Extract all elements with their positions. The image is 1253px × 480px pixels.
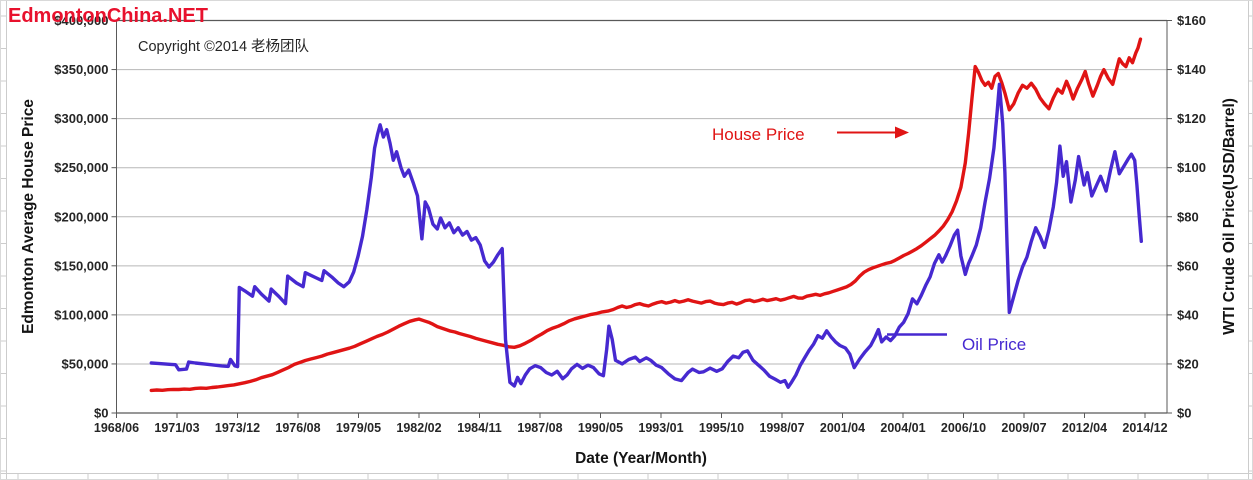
x-tick-label: 1971/03	[154, 421, 199, 435]
x-tick-label: 1973/12	[215, 421, 260, 435]
x-tick-label: 1987/08	[517, 421, 562, 435]
x-tick-label: 1979/05	[336, 421, 381, 435]
site-logo: EdmontonChina.NET	[8, 5, 208, 27]
y-left-tick-label: $250,000	[54, 160, 108, 175]
house-price-arrow-head	[895, 126, 909, 139]
y-right-tick-label: $100	[1177, 160, 1206, 175]
y-left-tick-label: $100,000	[54, 307, 108, 322]
oil-price-line	[149, 82, 1144, 389]
y-left-tick-label: $350,000	[54, 62, 108, 77]
y-right-tick-label: $40	[1177, 307, 1199, 322]
y-right-tick-label: $160	[1177, 13, 1206, 28]
y-right-tick-label: $20	[1177, 356, 1199, 371]
y-right-axis-title: WTI Crude Oil Price(USD/Barrel)	[1221, 98, 1238, 335]
x-tick-label: 2001/04	[820, 421, 865, 435]
x-axis-title: Date (Year/Month)	[575, 450, 707, 467]
x-tick-label: 1995/10	[699, 421, 744, 435]
x-tick-label: 1993/01	[638, 421, 683, 435]
x-tick-label: 1968/06	[94, 421, 139, 435]
x-tick-label: 2012/04	[1062, 421, 1107, 435]
x-tick-label: 2009/07	[1001, 421, 1046, 435]
y-left-tick-label: $0	[94, 406, 108, 421]
x-tick-label: 1990/05	[578, 421, 623, 435]
y-right-tick-label: $80	[1177, 209, 1199, 224]
house-price-line	[149, 37, 1143, 393]
x-tick-label: 2006/10	[941, 421, 986, 435]
oil-price-annotation: Oil Price	[962, 335, 1026, 354]
copyright-text: Copyright ©2014 老杨团队	[138, 38, 310, 55]
y-right-tick-label: $60	[1177, 258, 1199, 273]
x-tick-label: 2014/12	[1122, 421, 1167, 435]
y-left-tick-label: $200,000	[54, 209, 108, 224]
series-layer	[149, 37, 1144, 393]
house-price-annotation: House Price	[712, 125, 805, 144]
y-left-tick-label: $50,000	[62, 356, 109, 371]
x-tick-label: 2004/01	[880, 421, 925, 435]
grid-layer	[116, 19, 1167, 414]
x-tick-label: 1982/02	[396, 421, 441, 435]
y-left-axis-title: Edmonton Average House Price	[20, 99, 37, 334]
y-left-tick-label: $150,000	[54, 258, 108, 273]
y-right-tick-label: $140	[1177, 62, 1206, 77]
y-left-tick-label: $300,000	[54, 111, 108, 126]
x-tick-label: 1998/07	[759, 421, 804, 435]
y-right-tick-label: $0	[1177, 406, 1191, 421]
x-tick-label: 1984/11	[457, 421, 502, 435]
x-tick-label: 1976/08	[275, 421, 320, 435]
y-left-tick-label: $400,000	[54, 13, 108, 28]
axis-layer: $400,000 $160 $350,000 $140 $300,000 $120 $250…	[54, 13, 1206, 435]
y-right-tick-label: $120	[1177, 111, 1206, 126]
